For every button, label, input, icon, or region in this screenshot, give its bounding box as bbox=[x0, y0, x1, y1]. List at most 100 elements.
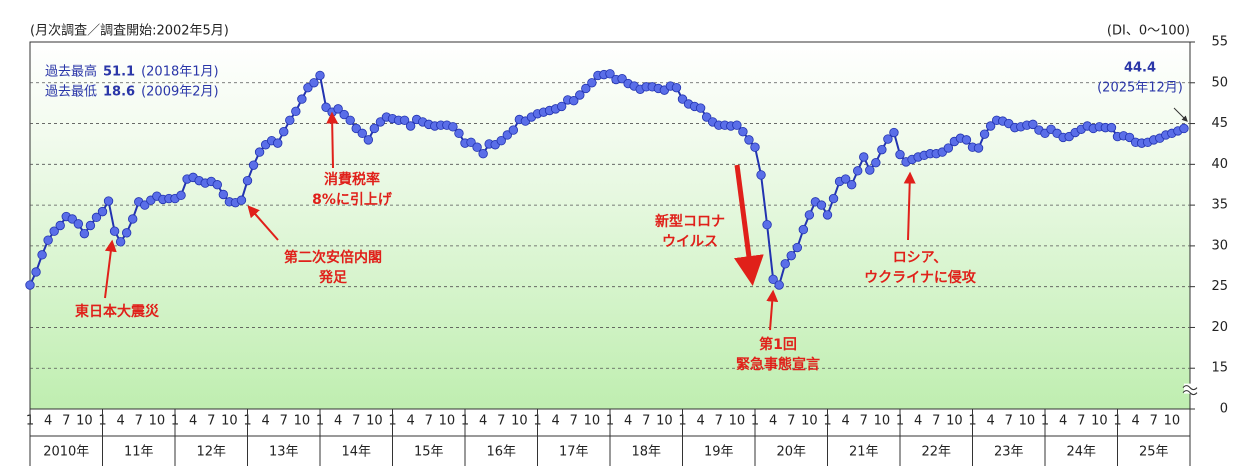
data-point bbox=[79, 228, 90, 239]
data-point bbox=[774, 280, 784, 290]
data-point bbox=[1179, 123, 1189, 134]
x-group-label: 16年 bbox=[486, 445, 516, 460]
data-point bbox=[804, 210, 815, 220]
x-group-label: 12年 bbox=[196, 445, 226, 460]
data-point bbox=[840, 174, 851, 184]
y-tick-label: 25 bbox=[1211, 279, 1228, 294]
x-group-label: 14年 bbox=[341, 445, 371, 460]
annotation: 発足 bbox=[318, 269, 348, 286]
y-tick-label: 40 bbox=[1211, 157, 1228, 172]
x-tick-label: 10 bbox=[439, 414, 456, 429]
data-point bbox=[97, 206, 108, 217]
x-tick-label: 10 bbox=[584, 414, 601, 429]
data-point bbox=[605, 69, 615, 79]
data-point bbox=[816, 200, 827, 210]
data-point bbox=[273, 138, 283, 148]
y-tick-label: 15 bbox=[1211, 361, 1228, 376]
latest-arrow bbox=[1173, 107, 1188, 122]
data-point bbox=[798, 224, 809, 235]
x-tick-label: 7 bbox=[425, 414, 433, 429]
annotation: 新型コロナ bbox=[655, 213, 725, 230]
annotation: 消費税率 bbox=[324, 171, 380, 188]
x-tick-label: 7 bbox=[932, 414, 940, 429]
data-point bbox=[1028, 119, 1038, 130]
data-point bbox=[828, 193, 839, 204]
data-point bbox=[701, 112, 712, 122]
data-point bbox=[786, 250, 796, 261]
data-point bbox=[581, 83, 591, 94]
x-tick-label: 4 bbox=[551, 414, 559, 429]
annotation: 8%に引上げ bbox=[312, 192, 393, 208]
x-group-label: 13年 bbox=[269, 445, 299, 460]
annotation-arrow bbox=[903, 171, 916, 241]
data-point bbox=[478, 149, 488, 159]
data-point bbox=[979, 129, 990, 139]
x-group-label: 22年 bbox=[921, 445, 951, 460]
x-group-label: 2010年 bbox=[43, 445, 89, 460]
data-point bbox=[115, 237, 126, 247]
x-tick-label: 4 bbox=[624, 414, 632, 429]
x-group-label: 24年 bbox=[1066, 445, 1096, 460]
data-point bbox=[254, 147, 265, 157]
x-group-label: 23年 bbox=[994, 445, 1024, 460]
data-point bbox=[248, 160, 259, 170]
x-tick-label: 7 bbox=[1077, 414, 1085, 429]
x-group-label: 21年 bbox=[849, 445, 879, 460]
x-tick-label: 4 bbox=[406, 414, 414, 429]
y-tick-label: 0 bbox=[1220, 402, 1228, 417]
x-tick-label: 4 bbox=[914, 414, 922, 429]
x-tick-label: 4 bbox=[116, 414, 124, 429]
x-tick-label: 10 bbox=[656, 414, 673, 429]
y-tick-label: 30 bbox=[1211, 238, 1228, 253]
annotation: ロシア、 bbox=[893, 250, 948, 266]
y-tick-label: 55 bbox=[1211, 35, 1228, 50]
x-tick-label: 7 bbox=[787, 414, 795, 429]
record-date: (2009年2月) bbox=[141, 85, 219, 100]
data-point bbox=[732, 120, 742, 130]
x-tick-label: 7 bbox=[715, 414, 723, 429]
annotation-arrow bbox=[734, 164, 764, 286]
x-tick-label: 10 bbox=[729, 414, 746, 429]
x-group-label: 25年 bbox=[1139, 445, 1169, 460]
data-point bbox=[218, 189, 229, 200]
data-point bbox=[859, 152, 869, 162]
data-point bbox=[617, 73, 627, 84]
data-point bbox=[103, 196, 114, 206]
annotation-arrow bbox=[247, 205, 279, 241]
data-point bbox=[569, 96, 579, 106]
annotation: 第1回 bbox=[759, 336, 797, 353]
x-group-label: 19年 bbox=[704, 445, 734, 460]
x-group-label: 11年 bbox=[124, 445, 154, 460]
x-tick-label: 10 bbox=[1019, 414, 1036, 429]
data-point bbox=[889, 127, 899, 138]
data-point bbox=[279, 127, 289, 137]
x-tick-label: 4 bbox=[1131, 414, 1139, 429]
header-right: (DI、0～100) bbox=[1107, 24, 1190, 39]
axis-break bbox=[1182, 385, 1198, 396]
data-point bbox=[587, 78, 597, 88]
data-point bbox=[176, 190, 186, 201]
x-tick-label: 4 bbox=[44, 414, 52, 429]
data-point bbox=[43, 235, 53, 245]
plot-area bbox=[29, 41, 1191, 410]
data-point bbox=[973, 143, 984, 153]
axis-break-gap bbox=[1184, 383, 1196, 394]
x-tick-label: 10 bbox=[511, 414, 528, 429]
data-point bbox=[121, 228, 132, 238]
data-point bbox=[315, 70, 325, 81]
data-point bbox=[73, 219, 84, 229]
data-point bbox=[91, 212, 102, 223]
data-point bbox=[756, 170, 766, 180]
data-point bbox=[448, 122, 458, 132]
data-point bbox=[85, 220, 96, 231]
x-tick-label: 4 bbox=[769, 414, 777, 429]
data-point bbox=[822, 210, 833, 220]
data-point bbox=[750, 142, 760, 152]
data-point bbox=[575, 90, 585, 100]
x-tick-label: 10 bbox=[76, 414, 93, 429]
annotation: ウイルス bbox=[662, 234, 718, 250]
data-point bbox=[556, 101, 567, 112]
x-tick-label: 10 bbox=[221, 414, 238, 429]
x-tick-label: 4 bbox=[1059, 414, 1067, 429]
